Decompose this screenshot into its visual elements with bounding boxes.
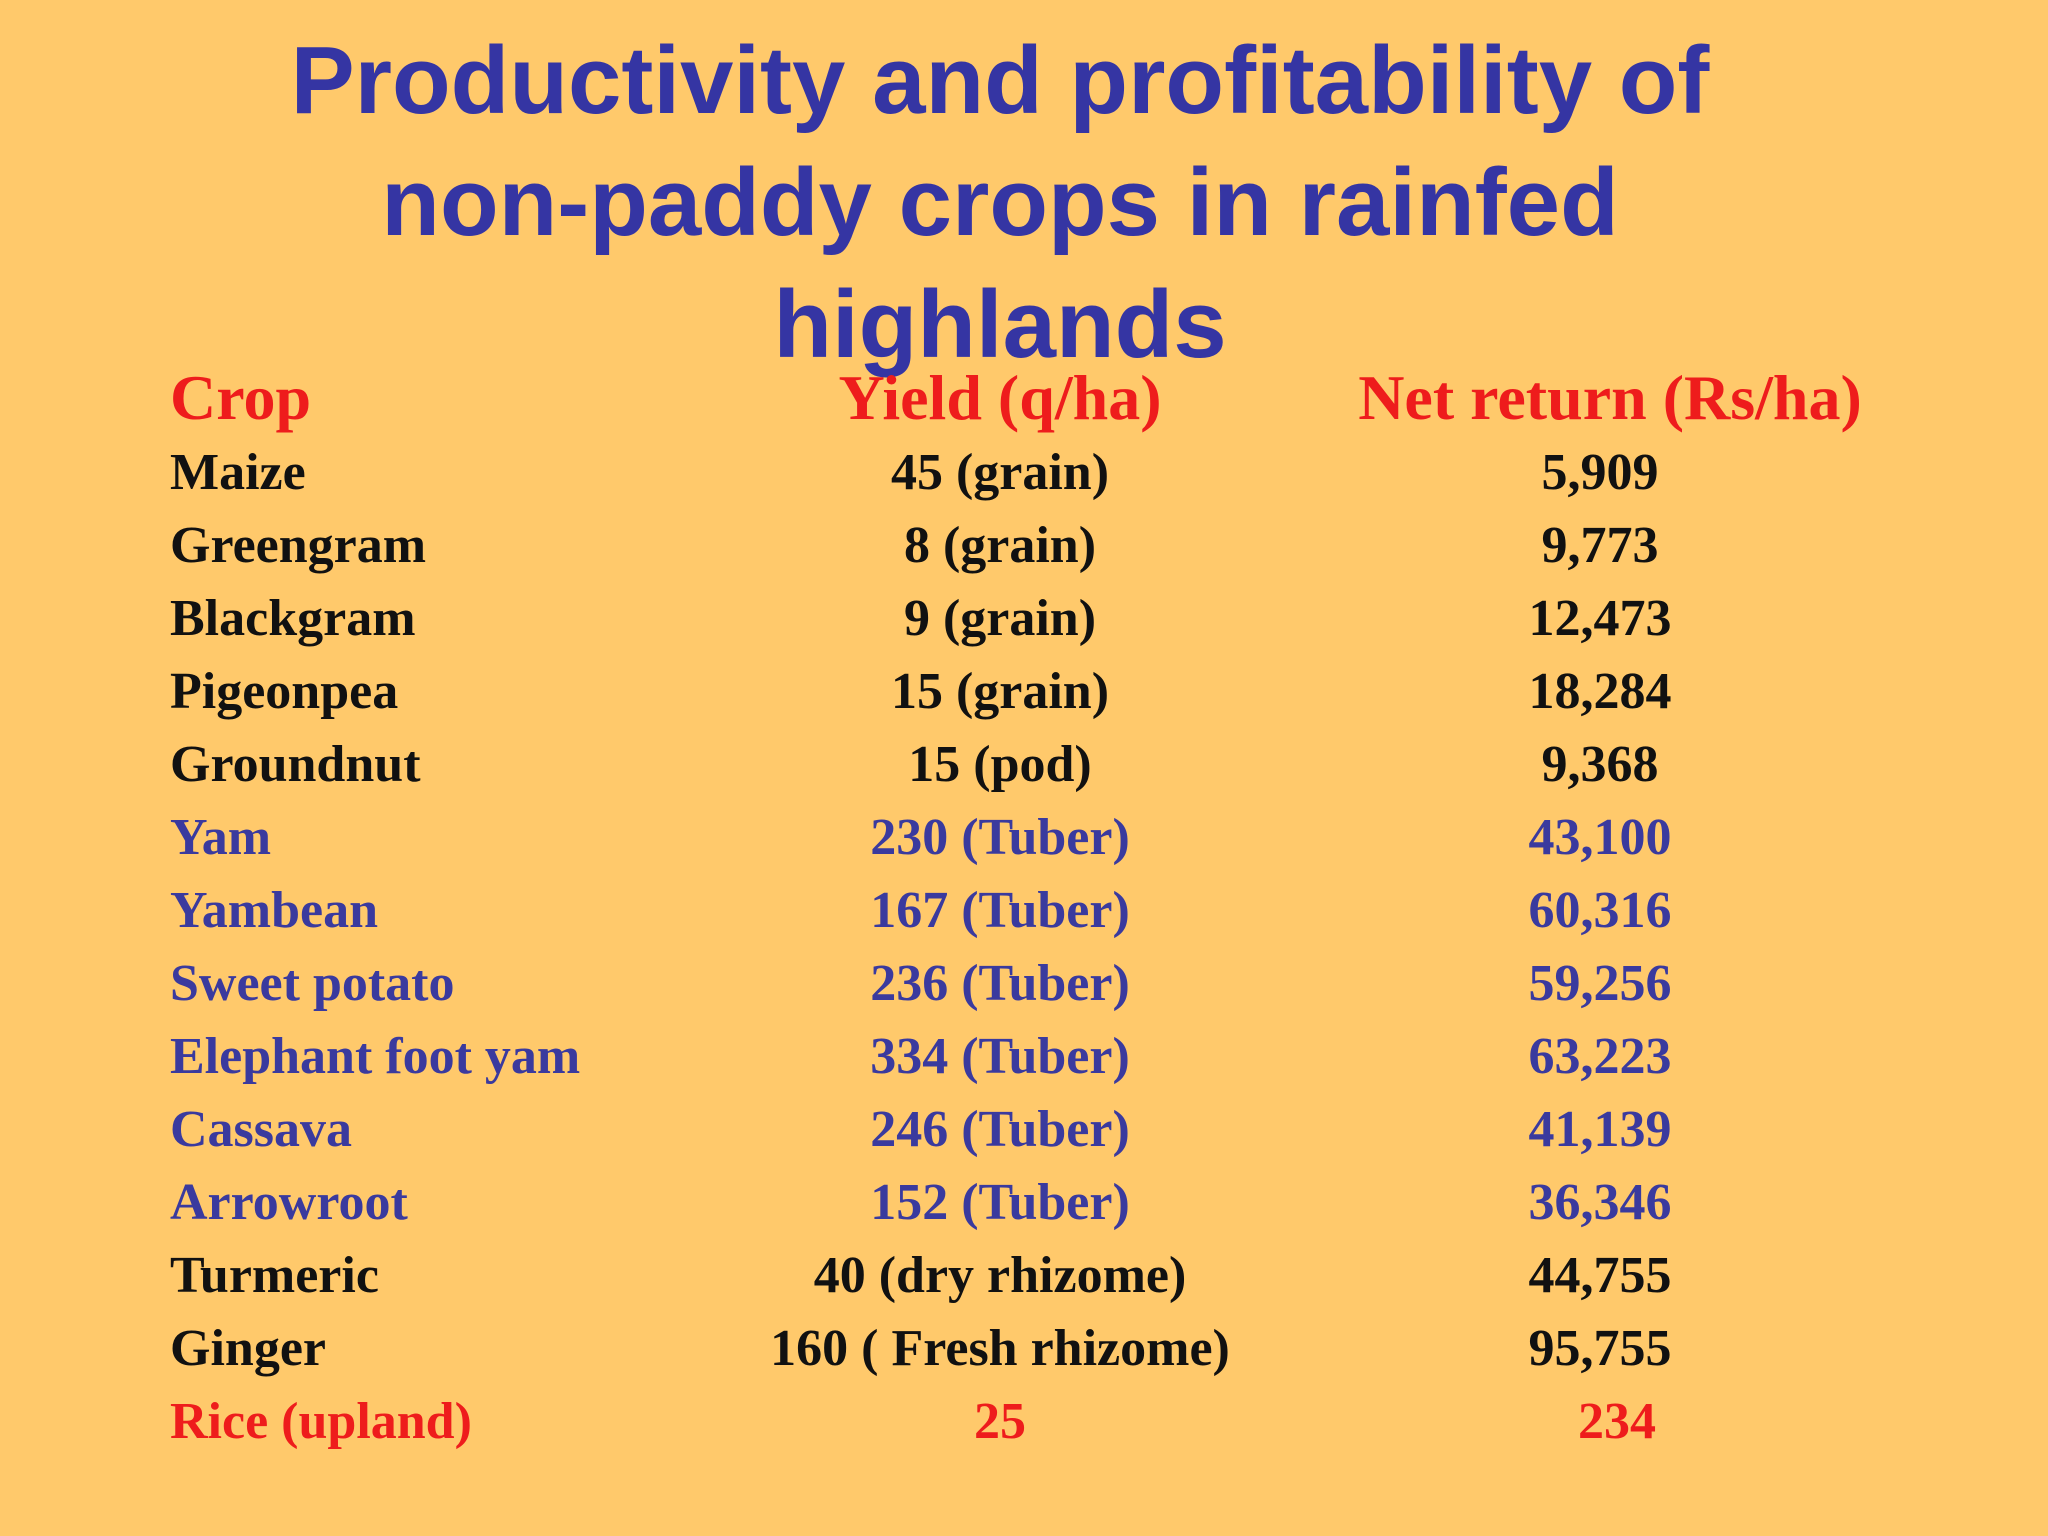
crop-yield: 15 (grain) (890, 663, 1110, 720)
crop-net-return: 59,256 (1528, 955, 1672, 1012)
crop-yield: 15 (pod) (908, 736, 1092, 793)
crop-name: Maize (170, 444, 306, 501)
slide-title-line-3: highlands (773, 271, 1227, 378)
crop-yield: 8 (grain) (903, 517, 1097, 574)
crop-yield: 236 (Tuber) (870, 955, 1130, 1012)
crop-name: Pigeonpea (170, 663, 399, 720)
crop-name: Yam (170, 809, 272, 866)
crop-net-return: 9,773 (1541, 517, 1659, 574)
crop-yield: 152 (Tuber) (870, 1174, 1130, 1231)
crop-yield: 334 (Tuber) (870, 1028, 1130, 1085)
crop-name: Rice (upland) (170, 1393, 472, 1450)
crop-name: Groundnut (170, 736, 421, 793)
header-yield: Yield (q/ha) (838, 362, 1162, 433)
crop-yield: 9 (grain) (903, 590, 1097, 647)
crop-net-return: 234 (1578, 1393, 1656, 1450)
crop-net-return: 5,909 (1541, 444, 1659, 501)
crop-name: Turmeric (170, 1247, 379, 1304)
header-net-return: Net return (Rs/ha) (1358, 362, 1862, 433)
slide-title-line-1: Productivity and profitability of (290, 27, 1710, 134)
crop-net-return: 9,368 (1541, 736, 1659, 793)
crop-yield: 230 (Tuber) (870, 809, 1130, 866)
crop-net-return: 41,139 (1528, 1101, 1672, 1158)
crop-name: Yambean (170, 882, 379, 939)
header-crop: Crop (170, 362, 312, 433)
crop-yield: 25 (974, 1393, 1026, 1450)
crop-name: Blackgram (170, 590, 416, 647)
slide-title-line-2: non-paddy crops in rainfed (381, 149, 1619, 256)
crop-net-return: 60,316 (1528, 882, 1672, 939)
crop-net-return: 18,284 (1528, 663, 1672, 720)
crop-net-return: 44,755 (1528, 1247, 1672, 1304)
crop-yield: 40 (dry rhizome) (813, 1247, 1187, 1304)
crop-name: Ginger (170, 1320, 326, 1377)
crop-net-return: 12,473 (1528, 590, 1672, 647)
crop-yield: 160 ( Fresh rhizome) (770, 1320, 1230, 1377)
crop-name: Cassava (170, 1101, 353, 1158)
crop-name: Elephant foot yam (170, 1028, 581, 1085)
crop-name: Arrowroot (170, 1174, 408, 1231)
crop-net-return: 63,223 (1528, 1028, 1672, 1085)
crop-net-return: 36,346 (1528, 1174, 1672, 1231)
crop-yield: 246 (Tuber) (870, 1101, 1130, 1158)
crop-yield: 45 (grain) (890, 444, 1110, 501)
crop-name: Greengram (170, 517, 427, 574)
crop-name: Sweet potato (170, 955, 455, 1012)
crop-net-return: 43,100 (1528, 809, 1672, 866)
crop-yield: 167 (Tuber) (870, 882, 1130, 939)
crop-net-return: 95,755 (1528, 1320, 1672, 1377)
